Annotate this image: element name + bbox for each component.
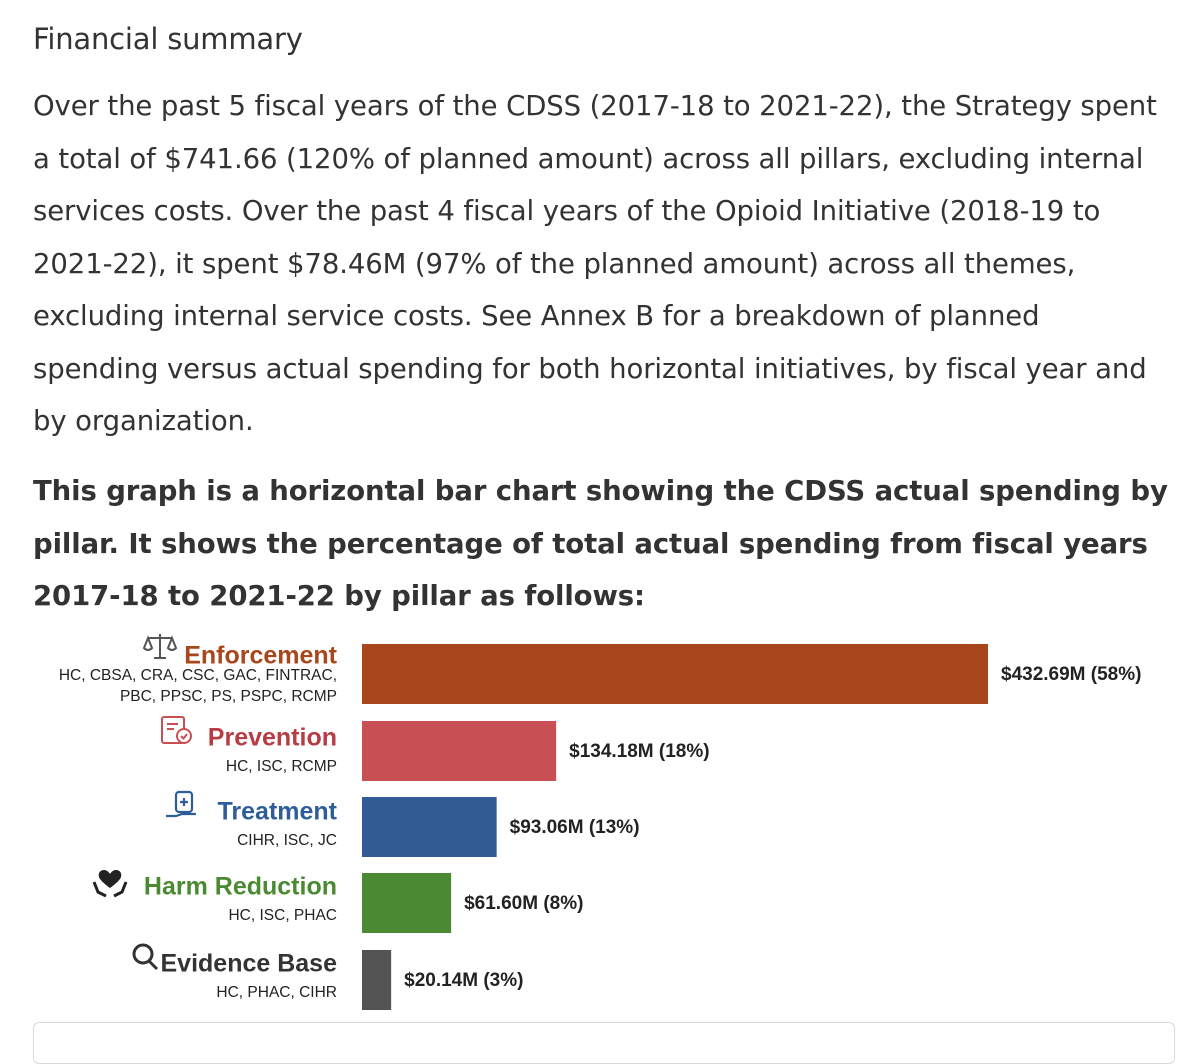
next-card — [33, 1022, 1175, 1064]
magnifier-icon — [132, 943, 159, 971]
pillar-orgs: PBC, PPSC, PS, PSPC, RCMP — [120, 688, 337, 705]
section-title: Financial summary — [33, 22, 303, 56]
chart-description: This graph is a horizontal bar chart sho… — [33, 475, 1168, 612]
bar-enforcement — [362, 644, 988, 704]
data-label: $20.14M (3%) — [404, 970, 523, 991]
pillar-label: Evidence Base — [161, 950, 338, 978]
pillar-label: Treatment — [218, 798, 338, 826]
pillar-orgs: HC, ISC, RCMP — [226, 758, 337, 775]
medicine-hand-icon — [166, 790, 196, 818]
bar-evidence-base — [362, 950, 392, 1010]
pillar-label: Harm Reduction — [144, 873, 337, 901]
pillar-orgs: HC, ISC, PHAC — [228, 907, 337, 924]
pillar-orgs: HC, CBSA, CRA, CSC, GAC, FINTRAC, — [59, 667, 337, 684]
bar-treatment — [362, 797, 497, 857]
pillar-label: Enforcement — [184, 642, 337, 670]
bar-prevention — [362, 721, 557, 781]
pillar-orgs: CIHR, ISC, JC — [237, 832, 337, 849]
bar-harm-reduction — [362, 873, 452, 933]
scales-icon — [142, 634, 178, 659]
shield-document-icon — [161, 716, 192, 744]
data-label: $134.18M (18%) — [569, 741, 709, 762]
data-label: $61.60M (8%) — [464, 893, 583, 914]
data-label: $432.69M (58%) — [1001, 664, 1141, 685]
pillar-orgs: HC, PHAC, CIHR — [216, 984, 337, 1001]
summary-paragraph: Over the past 5 fiscal years of the CDSS… — [33, 90, 1157, 437]
pillar-label: Prevention — [208, 724, 337, 752]
data-label: $93.06M (13%) — [510, 817, 640, 838]
heart-hands-icon — [92, 870, 128, 898]
